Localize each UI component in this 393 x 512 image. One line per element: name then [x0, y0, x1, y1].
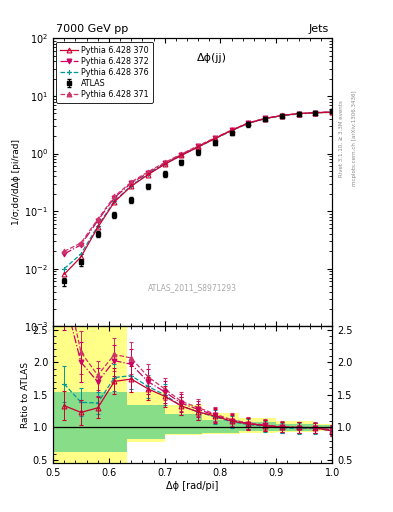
Pythia 6.428 370: [179, 152, 184, 158]
Pythia 6.428 372: [246, 120, 251, 126]
Pythia 6.428 376: [246, 120, 251, 126]
Pythia 6.428 376: [129, 182, 134, 188]
Pythia 6.428 370: [162, 161, 167, 167]
Pythia 6.428 372: [279, 113, 284, 119]
Pythia 6.428 376: [112, 198, 117, 204]
Pythia 6.428 372: [95, 218, 100, 224]
Pythia 6.428 370: [79, 254, 83, 260]
Pythia 6.428 376: [162, 161, 167, 167]
Pythia 6.428 372: [62, 251, 66, 257]
Pythia 6.428 370: [112, 199, 117, 205]
Pythia 6.428 376: [196, 144, 200, 150]
Text: Rivet 3.1.10, ≥ 3.3M events: Rivet 3.1.10, ≥ 3.3M events: [339, 100, 344, 177]
Pythia 6.428 376: [95, 223, 100, 229]
Pythia 6.428 372: [263, 115, 268, 121]
Text: 7000 GeV pp: 7000 GeV pp: [56, 24, 128, 34]
X-axis label: Δϕ [rad/pi]: Δϕ [rad/pi]: [166, 481, 219, 491]
Text: mcplots.cern.ch [arXiv:1306.3436]: mcplots.cern.ch [arXiv:1306.3436]: [352, 91, 357, 186]
Pythia 6.428 376: [313, 110, 318, 116]
Y-axis label: 1/σ;dσ/dΔϕ [pi/rad]: 1/σ;dσ/dΔϕ [pi/rad]: [13, 139, 22, 225]
Pythia 6.428 370: [229, 127, 234, 134]
Pythia 6.428 372: [313, 110, 318, 116]
Text: Δϕ(jj): Δϕ(jj): [197, 53, 227, 63]
Pythia 6.428 376: [62, 266, 66, 272]
Line: Pythia 6.428 372: Pythia 6.428 372: [62, 110, 334, 257]
Pythia 6.428 370: [246, 120, 251, 126]
Pythia 6.428 370: [145, 172, 150, 178]
Pythia 6.428 372: [213, 135, 217, 141]
Pythia 6.428 372: [79, 242, 83, 248]
Pythia 6.428 376: [263, 116, 268, 122]
Pythia 6.428 372: [129, 180, 134, 186]
Pythia 6.428 370: [313, 110, 318, 116]
Text: Jets: Jets: [309, 24, 329, 34]
Pythia 6.428 372: [145, 170, 150, 176]
Pythia 6.428 372: [112, 195, 117, 201]
Legend: Pythia 6.428 370, Pythia 6.428 372, Pythia 6.428 376, ATLAS, Pythia 6.428 371: Pythia 6.428 370, Pythia 6.428 372, Pyth…: [56, 41, 153, 103]
Pythia 6.428 376: [79, 251, 83, 257]
Pythia 6.428 370: [95, 224, 100, 230]
Pythia 6.428 370: [296, 111, 301, 117]
Text: ATLAS_2011_S8971293: ATLAS_2011_S8971293: [148, 283, 237, 292]
Pythia 6.428 372: [296, 111, 301, 117]
Pythia 6.428 376: [229, 127, 234, 134]
Pythia 6.428 376: [213, 136, 217, 142]
Pythia 6.428 370: [330, 109, 334, 115]
Pythia 6.428 370: [62, 271, 66, 278]
Pythia 6.428 370: [129, 183, 134, 189]
Pythia 6.428 376: [296, 111, 301, 117]
Line: Pythia 6.428 370: Pythia 6.428 370: [62, 110, 334, 276]
Pythia 6.428 370: [263, 116, 268, 122]
Line: Pythia 6.428 376: Pythia 6.428 376: [62, 110, 334, 271]
Pythia 6.428 372: [179, 152, 184, 158]
Pythia 6.428 370: [196, 144, 200, 150]
Pythia 6.428 372: [330, 109, 334, 115]
Pythia 6.428 370: [213, 136, 217, 142]
Pythia 6.428 376: [279, 113, 284, 119]
Pythia 6.428 372: [229, 127, 234, 133]
Pythia 6.428 376: [179, 152, 184, 158]
Pythia 6.428 376: [145, 171, 150, 177]
Pythia 6.428 372: [162, 160, 167, 166]
Pythia 6.428 376: [330, 109, 334, 115]
Pythia 6.428 370: [279, 113, 284, 119]
Y-axis label: Ratio to ATLAS: Ratio to ATLAS: [21, 362, 30, 428]
Pythia 6.428 372: [196, 143, 200, 150]
